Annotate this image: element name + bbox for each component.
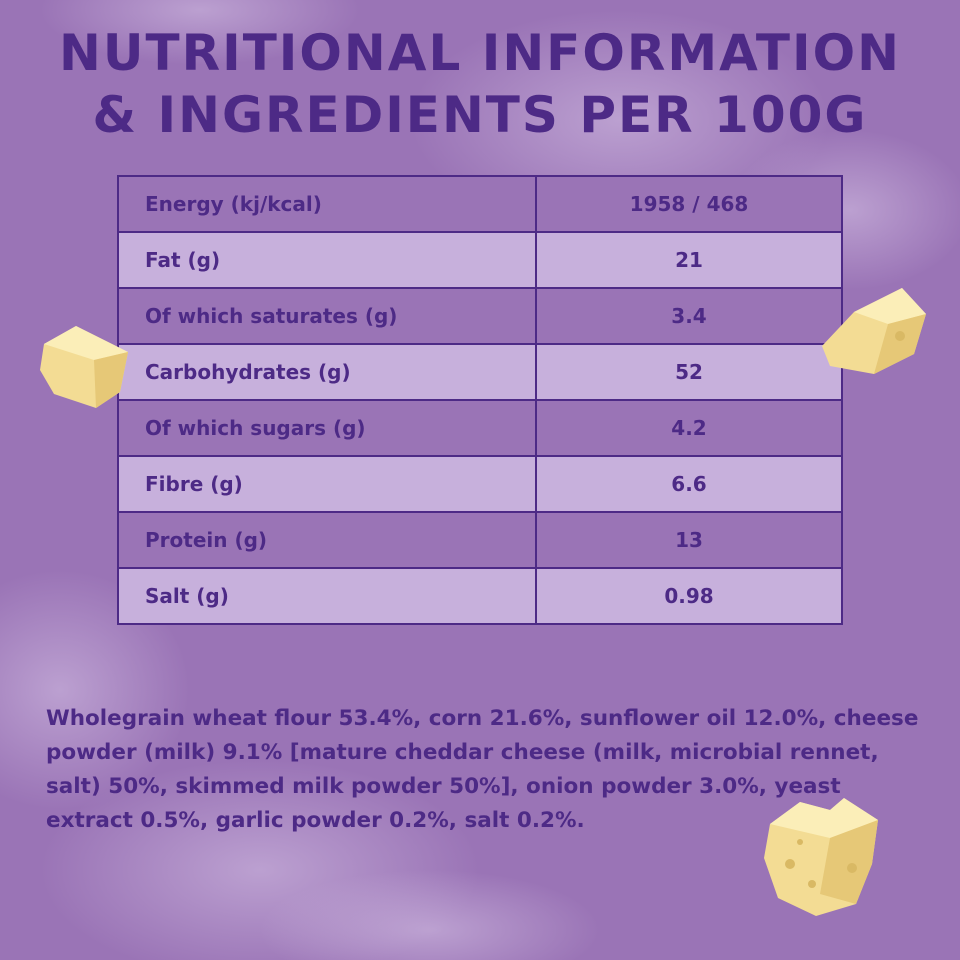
table-row-saturates: Of which saturates (g) 3.4 (117, 287, 843, 345)
nutrient-value: 52 (535, 343, 843, 401)
table-row-protein: Protein (g) 13 (117, 511, 843, 569)
table-row-fat: Fat (g) 21 (117, 231, 843, 289)
nutrient-label: Carbohydrates (g) (117, 343, 537, 401)
table-row-energy: Energy (kj/kcal) 1958 / 468 (117, 175, 843, 233)
table-row-carbohydrates: Carbohydrates (g) 52 (117, 343, 843, 401)
page-title: NUTRITIONAL INFORMATION & INGREDIENTS PE… (40, 22, 920, 146)
nutrient-label: Protein (g) (117, 511, 537, 569)
nutrient-label: Energy (kj/kcal) (117, 175, 537, 233)
page-title-line-2: & INGREDIENTS PER 100G (92, 86, 868, 144)
nutrient-label: Fibre (g) (117, 455, 537, 513)
ingredients-text: Wholegrain wheat flour 53.4%, corn 21.6%… (46, 706, 919, 833)
nutrient-value: 6.6 (535, 455, 843, 513)
nutrient-value: 21 (535, 231, 843, 289)
nutrient-label: Salt (g) (117, 567, 537, 625)
table-row-sugars: Of which sugars (g) 4.2 (117, 399, 843, 457)
nutrient-label: Fat (g) (117, 231, 537, 289)
nutrient-value: 4.2 (535, 399, 843, 457)
nutrition-table: Energy (kj/kcal) 1958 / 468 Fat (g) 21 O… (117, 175, 843, 625)
table-row-salt: Salt (g) 0.98 (117, 567, 843, 625)
nutrient-value: 1958 / 468 (535, 175, 843, 233)
nutrient-value: 3.4 (535, 287, 843, 345)
cheese-chunk-bottom-image (764, 798, 878, 916)
cheese-chunk-left-image (40, 326, 128, 408)
nutrient-label: Of which saturates (g) (117, 287, 537, 345)
table-row-fibre: Fibre (g) 6.6 (117, 455, 843, 513)
nutrient-value: 0.98 (535, 567, 843, 625)
page-title-line-1: NUTRITIONAL INFORMATION (59, 24, 901, 82)
cheese-chunk-right-image (822, 288, 926, 374)
nutrient-value: 13 (535, 511, 843, 569)
nutrient-label: Of which sugars (g) (117, 399, 537, 457)
